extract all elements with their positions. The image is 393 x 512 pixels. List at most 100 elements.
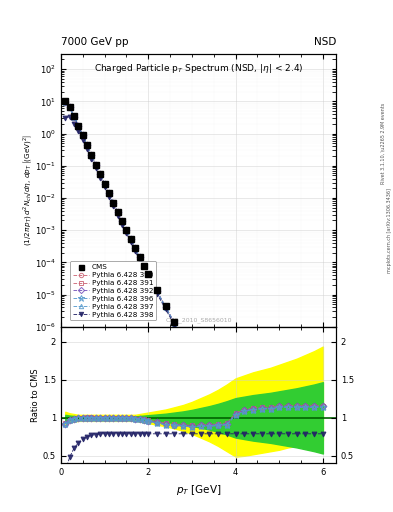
Pythia 6.428 390	[102, 181, 107, 187]
Pythia 6.428 390	[277, 484, 282, 490]
Pythia 6.428 398	[146, 274, 151, 280]
Pythia 6.428 396	[259, 458, 264, 464]
Pythia 6.428 391	[172, 319, 177, 326]
Pythia 6.428 397	[233, 418, 238, 424]
Pythia 6.428 396	[154, 288, 159, 294]
Pythia 6.428 397	[63, 99, 68, 105]
Pythia 6.428 397	[189, 350, 194, 356]
Pythia 6.428 398	[154, 291, 159, 297]
Pythia 6.428 391	[120, 218, 125, 224]
Line: Pythia 6.428 391: Pythia 6.428 391	[63, 99, 325, 512]
Pythia 6.428 391	[146, 271, 151, 278]
Y-axis label: $(1/2\pi\,p_T)\,d^2N_{ch}/d\eta,\,dp_T\,\left[(\mathrm{GeV})^{2}\right]$: $(1/2\pi\,p_T)\,d^2N_{ch}/d\eta,\,dp_T\,…	[21, 134, 33, 246]
CMS	[268, 473, 273, 479]
Pythia 6.428 392	[146, 271, 151, 278]
Pythia 6.428 390	[207, 378, 212, 385]
Pythia 6.428 398	[141, 266, 146, 272]
Pythia 6.428 396	[67, 104, 72, 110]
Pythia 6.428 398	[233, 422, 238, 428]
Pythia 6.428 396	[224, 407, 229, 413]
Pythia 6.428 396	[181, 335, 185, 341]
Pythia 6.428 398	[216, 394, 220, 400]
Pythia 6.428 398	[198, 366, 203, 372]
Pythia 6.428 398	[259, 462, 264, 468]
Pythia 6.428 390	[67, 104, 72, 110]
CMS	[277, 486, 282, 492]
Pythia 6.428 392	[251, 444, 255, 450]
Pythia 6.428 390	[198, 364, 203, 370]
Pythia 6.428 396	[242, 431, 247, 437]
CMS	[242, 432, 247, 438]
Pythia 6.428 397	[181, 335, 185, 341]
Pythia 6.428 397	[172, 320, 177, 326]
Pythia 6.428 396	[146, 271, 151, 278]
Pythia 6.428 397	[268, 471, 273, 477]
Pythia 6.428 390	[286, 497, 290, 503]
Pythia 6.428 390	[242, 431, 247, 437]
Pythia 6.428 392	[72, 114, 76, 120]
CMS	[111, 200, 116, 206]
Pythia 6.428 397	[98, 172, 103, 178]
Pythia 6.428 396	[251, 444, 255, 450]
CMS	[81, 132, 85, 138]
Pythia 6.428 390	[233, 418, 238, 424]
Pythia 6.428 390	[133, 245, 138, 251]
Pythia 6.428 390	[115, 209, 120, 216]
Pythia 6.428 390	[107, 190, 111, 197]
CMS	[141, 263, 146, 269]
Pythia 6.428 390	[120, 218, 125, 224]
Pythia 6.428 391	[85, 142, 90, 148]
Pythia 6.428 396	[89, 152, 94, 158]
Pythia 6.428 397	[137, 254, 142, 260]
Pythia 6.428 396	[189, 350, 194, 356]
CMS	[224, 405, 229, 411]
Pythia 6.428 390	[181, 335, 185, 341]
Pythia 6.428 397	[120, 218, 125, 224]
Pythia 6.428 390	[141, 263, 146, 269]
Pythia 6.428 390	[172, 320, 177, 326]
Pythia 6.428 398	[124, 230, 129, 237]
Pythia 6.428 392	[111, 200, 116, 206]
Pythia 6.428 392	[89, 152, 94, 158]
CMS	[259, 459, 264, 465]
Pythia 6.428 391	[251, 444, 255, 450]
Pythia 6.428 390	[129, 236, 133, 242]
Pythia 6.428 392	[163, 304, 168, 310]
Pythia 6.428 398	[207, 380, 212, 386]
Pythia 6.428 391	[124, 227, 129, 233]
Pythia 6.428 391	[102, 181, 107, 187]
Pythia 6.428 390	[85, 142, 90, 148]
Pythia 6.428 392	[207, 378, 212, 385]
Line: Pythia 6.428 392: Pythia 6.428 392	[63, 99, 325, 512]
Pythia 6.428 392	[224, 406, 229, 412]
Pythia 6.428 392	[85, 142, 90, 148]
Pythia 6.428 390	[98, 172, 103, 178]
Pythia 6.428 398	[172, 322, 177, 328]
CMS	[72, 113, 76, 119]
Pythia 6.428 392	[294, 510, 299, 512]
CMS	[133, 245, 138, 251]
Pythia 6.428 396	[107, 190, 111, 197]
Pythia 6.428 391	[181, 335, 185, 341]
Pythia 6.428 391	[163, 304, 168, 310]
Line: Pythia 6.428 396: Pythia 6.428 396	[62, 98, 327, 512]
CMS	[129, 236, 133, 242]
CMS	[233, 418, 238, 424]
Pythia 6.428 397	[286, 497, 290, 503]
Line: Pythia 6.428 397: Pythia 6.428 397	[63, 99, 325, 512]
Pythia 6.428 397	[277, 484, 282, 490]
Pythia 6.428 397	[115, 209, 120, 216]
Pythia 6.428 397	[67, 104, 72, 110]
Pythia 6.428 397	[94, 162, 98, 168]
Pythia 6.428 392	[198, 364, 203, 370]
Pythia 6.428 392	[154, 288, 159, 294]
Pythia 6.428 397	[259, 458, 264, 464]
Pythia 6.428 392	[124, 227, 129, 233]
Pythia 6.428 396	[216, 392, 220, 398]
Pythia 6.428 391	[63, 99, 68, 105]
CMS	[67, 103, 72, 110]
Pythia 6.428 390	[163, 304, 168, 310]
Line: Pythia 6.428 398: Pythia 6.428 398	[63, 115, 325, 512]
Pythia 6.428 398	[67, 114, 72, 120]
Pythia 6.428 396	[111, 200, 116, 206]
